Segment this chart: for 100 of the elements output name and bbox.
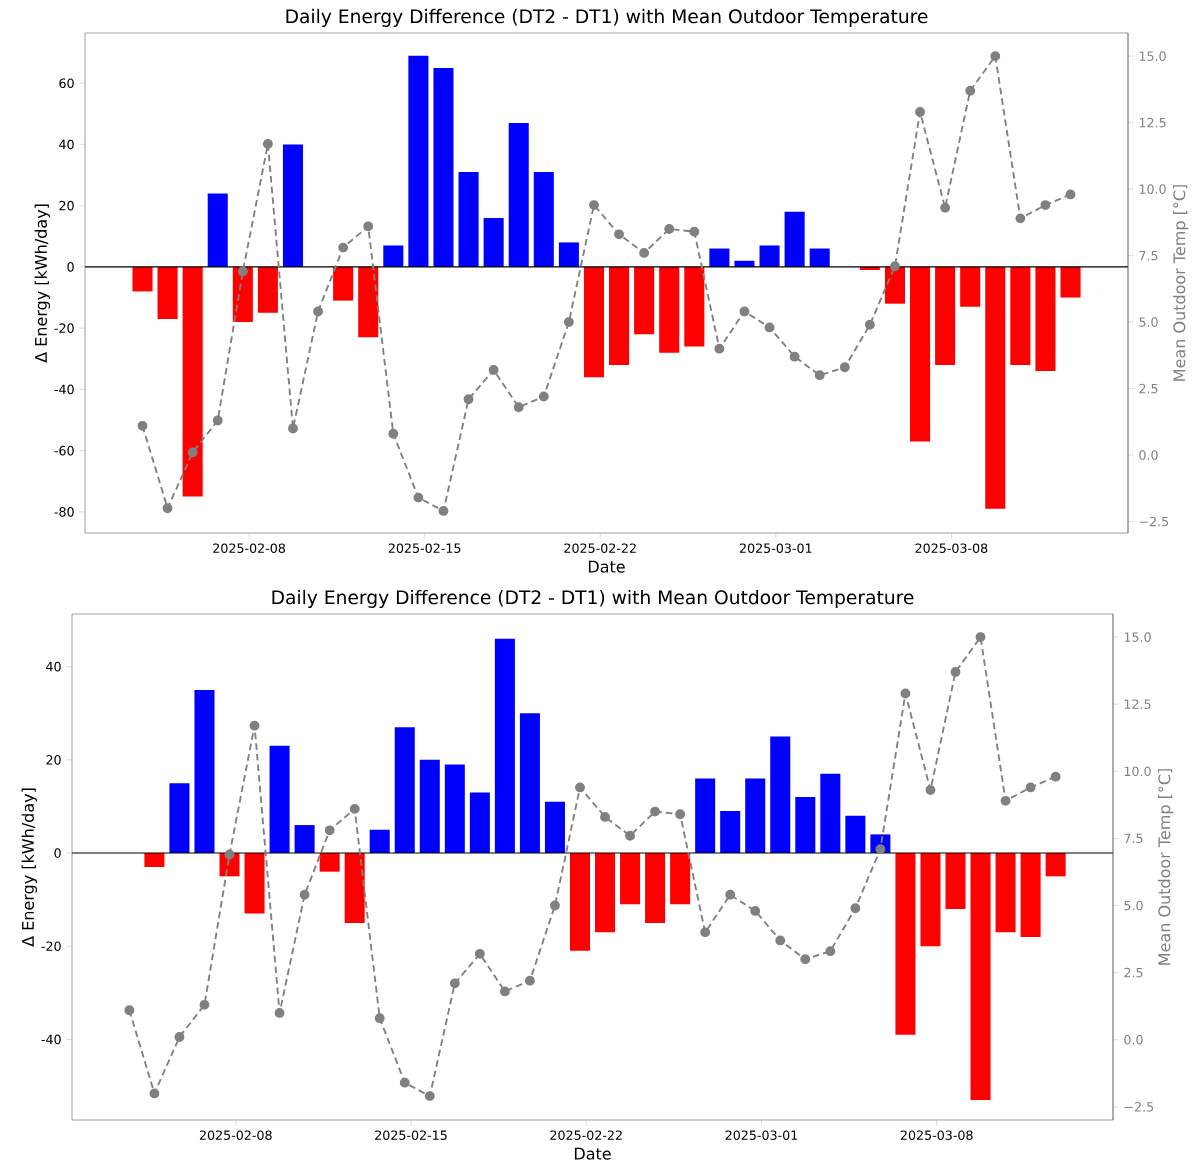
point [438,505,449,516]
point [864,319,875,330]
y2-tick-label: 0.0 [1139,450,1158,460]
bar [419,759,440,854]
point [739,306,750,317]
bar [820,773,841,854]
bar [408,55,429,267]
bar [684,266,705,347]
y-tick-label: 0 [67,262,74,272]
x-tick-label: 2025-03-01 [725,1130,798,1140]
bar [494,638,515,854]
x-axis-title: Date [574,1147,611,1160]
point [614,229,624,240]
bar [182,266,203,497]
y2-tick-label: 5.0 [1124,900,1143,911]
bar [1060,266,1081,298]
bar [1035,266,1056,372]
point [299,889,310,900]
y-tick-label: -60 [54,445,74,456]
bar [383,245,404,267]
point [1025,782,1036,793]
y-tick-label: 20 [59,200,74,211]
point [313,306,323,317]
point [1000,795,1011,806]
bar [583,266,604,378]
point [137,420,148,431]
y-tick-label: 0 [54,848,61,858]
bar [935,266,956,365]
bar [207,193,228,267]
point [625,830,635,841]
point [689,226,700,237]
y2-axis-title: Mean Outdoor Temp [°C] [1157,769,1174,965]
bar [595,853,616,933]
x-axis-title: Date [588,560,625,573]
point [538,391,549,402]
bar [895,853,916,1035]
point [639,248,650,258]
y-tick-label: -40 [41,1034,61,1045]
y2-tick-label: 0.0 [1124,1034,1143,1045]
point [600,812,610,822]
bar [795,797,816,854]
point [488,365,499,375]
bar [720,811,741,854]
point [789,351,800,362]
bar [759,245,780,267]
point [850,903,861,914]
point [563,317,574,328]
y-axis-title: Δ Energy [kWh/day] [21,788,38,947]
x-tick-label: 2025-03-08 [900,1130,973,1140]
bar [945,853,966,909]
point [675,809,686,820]
y2-tick-label: 2.5 [1124,967,1143,978]
x-tick-label: 2025-02-08 [199,1130,272,1140]
bar [319,853,340,872]
bar [358,266,379,338]
bar [558,242,579,267]
point [274,1007,285,1018]
bar [695,778,716,854]
bar [132,266,153,292]
point [388,428,399,439]
point [524,975,535,986]
bar [458,171,479,267]
bar [784,211,805,267]
bar [394,727,415,854]
bar [620,853,641,905]
bar [1010,266,1031,365]
point [449,978,460,989]
chart-title: Daily Energy Difference (DT2 - DT1) with Mean Outdoor Temperature [286,8,928,27]
bar [659,266,680,353]
point [1065,189,1076,200]
point [915,107,925,117]
y2-tick-label: −2.5 [1124,1102,1154,1112]
point [950,667,961,677]
bar [569,853,590,951]
point [513,402,524,413]
bar [469,792,490,854]
point [714,343,725,354]
point [288,423,298,434]
point [212,415,223,426]
bar [508,123,529,267]
bar [294,825,315,854]
bar [344,853,365,923]
point [424,1091,435,1102]
bar [884,266,905,304]
bar [745,778,766,854]
point [338,242,349,253]
point [363,221,374,232]
point [499,986,510,997]
y2-tick-label: 10.0 [1124,766,1151,777]
point [800,954,811,965]
point [650,806,661,817]
point [839,362,850,373]
point [162,503,173,514]
point [990,51,1001,62]
bar [609,266,630,365]
x-tick-label: 2025-03-01 [739,543,812,553]
point [750,905,761,916]
bar [920,853,941,947]
y-tick-label: 20 [46,755,61,765]
bar [1020,853,1041,937]
